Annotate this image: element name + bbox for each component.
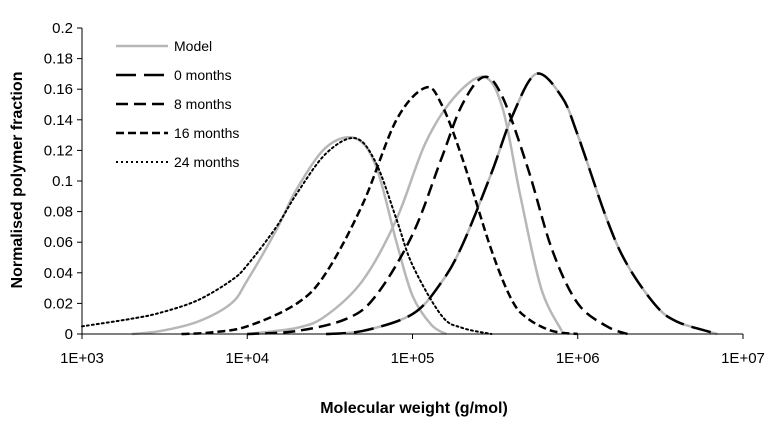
x-tick-label: 1E+05 — [391, 350, 435, 367]
y-tick-label: 0.12 — [44, 142, 73, 159]
y-tick-label: 0.14 — [44, 112, 73, 129]
tick-labels: 0 0.02 0.04 0.06 0.08 0.1 0.12 0.14 0.16 0.18 0.2 1… — [44, 20, 765, 367]
plot-area — [81, 72, 718, 336]
legend-label-0-months: 0 months — [174, 67, 232, 83]
y-tick-label: 0.08 — [44, 204, 73, 221]
series-line-24-months — [81, 137, 493, 335]
x-axis-title: Molecular weight (g/mol) — [320, 400, 508, 417]
x-tick-label: 1E+04 — [225, 350, 269, 367]
series-line-16-months — [181, 85, 578, 336]
series-line-0-months — [325, 72, 718, 336]
x-tick-label: 1E+07 — [721, 350, 765, 367]
y-tick-label: 0.06 — [44, 234, 73, 251]
legend-label-8-months: 8 months — [174, 96, 232, 112]
y-tick-label: 0.2 — [52, 20, 73, 37]
legend-label-16-months: 16 months — [174, 125, 239, 141]
axes — [77, 27, 744, 339]
y-tick-label: 0 — [65, 326, 73, 343]
y-tick-label: 0.04 — [44, 265, 73, 282]
x-tick-label: 1E+06 — [556, 350, 600, 367]
y-tick-label: 0.02 — [44, 295, 73, 312]
series-line-8-months — [247, 75, 628, 336]
y-tick-label: 0.16 — [44, 81, 73, 98]
y-axis-title: Normalised polymer fraction — [9, 72, 26, 289]
series-line-model-1 — [131, 135, 447, 336]
legend-label-model: Model — [174, 38, 212, 54]
y-tick-label: 0.1 — [52, 173, 73, 190]
x-tick-label: 1E+03 — [60, 350, 104, 367]
y-tick-label: 0.18 — [44, 51, 73, 68]
legend-label-24-months: 24 months — [174, 154, 239, 170]
series-line-model-2 — [247, 75, 563, 336]
legend: Model 0 months 8 months 16 months 24 months — [116, 38, 239, 170]
